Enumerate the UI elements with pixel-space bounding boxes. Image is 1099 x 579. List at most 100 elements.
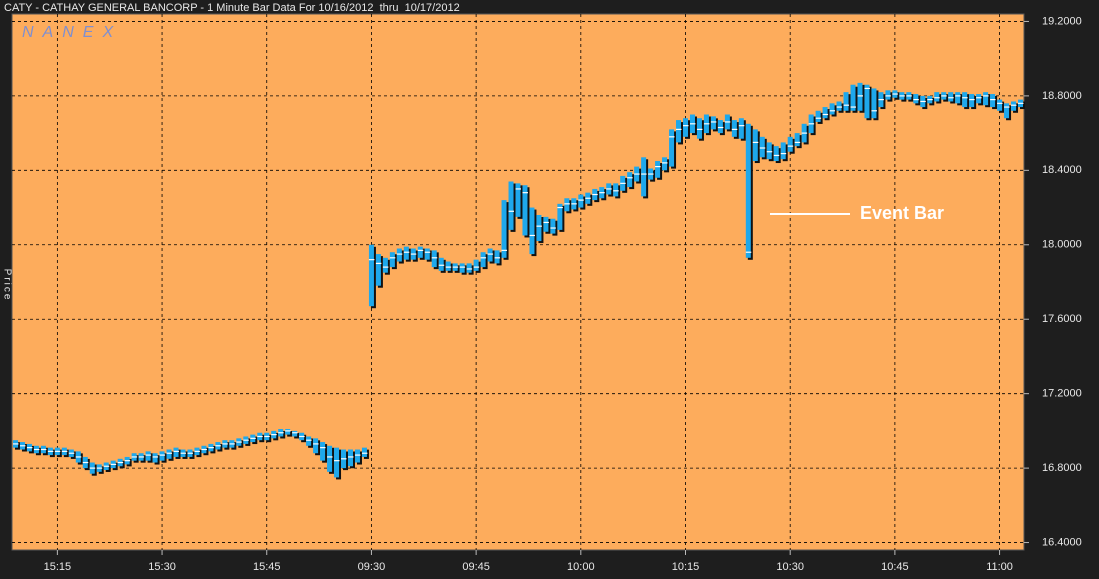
bar xyxy=(431,250,437,268)
bar xyxy=(613,183,619,197)
bar xyxy=(780,142,786,160)
bar xyxy=(501,200,507,258)
y-tick-label: 17.2000 xyxy=(1042,388,1082,400)
bar xyxy=(320,442,326,461)
bar xyxy=(347,449,353,467)
bar xyxy=(285,429,291,435)
bar xyxy=(550,218,556,234)
y-tick-label: 17.6000 xyxy=(1042,313,1082,325)
bar xyxy=(864,84,870,119)
x-tick-label: 15:45 xyxy=(253,561,281,573)
watermark: NANEX xyxy=(22,24,122,41)
bar xyxy=(480,252,486,268)
bar xyxy=(871,88,877,119)
bar xyxy=(173,447,179,457)
bar xyxy=(815,110,821,122)
bar xyxy=(382,257,388,273)
bar xyxy=(424,248,430,260)
bar xyxy=(292,430,298,437)
bar xyxy=(843,92,849,111)
bar xyxy=(731,120,737,137)
bar xyxy=(641,157,647,197)
bar xyxy=(445,261,451,271)
bar xyxy=(913,94,919,104)
bar xyxy=(361,447,367,457)
bar xyxy=(515,183,521,217)
annotation: Event Bar xyxy=(860,203,944,223)
bar xyxy=(669,129,675,167)
bar xyxy=(948,92,954,102)
x-tick-label: 10:45 xyxy=(881,561,909,573)
bar xyxy=(354,449,360,463)
bar xyxy=(487,248,493,262)
bar xyxy=(145,451,151,461)
bar xyxy=(976,94,982,104)
x-tick-label: 09:45 xyxy=(462,561,490,573)
bar xyxy=(752,129,758,162)
x-tick-label: 09:30 xyxy=(358,561,386,573)
bar xyxy=(1004,103,1010,119)
bar xyxy=(990,94,996,108)
x-tick-label: 15:30 xyxy=(148,561,176,573)
bar xyxy=(676,120,682,143)
bar xyxy=(655,161,661,178)
bar xyxy=(334,447,340,478)
bar xyxy=(403,246,409,260)
bar xyxy=(396,248,402,262)
bar xyxy=(983,92,989,106)
bar xyxy=(536,215,542,242)
bar xyxy=(710,116,716,130)
bar xyxy=(997,99,1003,111)
bar xyxy=(773,146,779,162)
bar xyxy=(787,136,793,152)
bar xyxy=(327,445,333,472)
y-tick-label: 18.4000 xyxy=(1042,164,1082,176)
bar xyxy=(822,107,828,119)
bar xyxy=(662,157,668,171)
bar xyxy=(152,453,158,463)
chart-title: CATY - CATHAY GENERAL BANCORP - 1 Minute… xyxy=(4,2,460,14)
y-tick-label: 19.2000 xyxy=(1042,15,1082,27)
x-tick-label: 11:00 xyxy=(986,561,1013,573)
bar xyxy=(627,172,633,188)
bar xyxy=(557,203,563,230)
bar xyxy=(738,118,744,139)
bar xyxy=(368,244,374,307)
bar xyxy=(850,84,856,111)
bar xyxy=(508,181,514,230)
bar xyxy=(564,198,570,212)
bar xyxy=(696,118,702,139)
y-tick-label: 16.4000 xyxy=(1042,536,1082,548)
bar xyxy=(857,82,863,111)
bar xyxy=(794,133,800,147)
bar xyxy=(962,92,968,108)
bar xyxy=(766,142,772,160)
bar xyxy=(438,257,444,271)
x-tick-label: 10:00 xyxy=(567,561,595,573)
bar xyxy=(969,94,975,108)
bar xyxy=(1011,101,1017,111)
bar xyxy=(885,90,891,100)
bar xyxy=(529,207,535,255)
bar xyxy=(955,92,961,104)
bar xyxy=(306,436,312,446)
bar xyxy=(683,118,689,137)
x-tick-label: 10:15 xyxy=(672,561,700,573)
bar xyxy=(522,185,528,236)
bar xyxy=(466,263,472,273)
bar xyxy=(934,92,940,102)
bar xyxy=(473,259,479,271)
bar xyxy=(417,246,423,258)
bar xyxy=(829,103,835,115)
bar xyxy=(459,263,465,273)
bar xyxy=(159,451,165,461)
bar xyxy=(759,136,765,158)
bar xyxy=(578,194,584,208)
bar xyxy=(494,250,500,264)
y-tick-label: 16.8000 xyxy=(1042,462,1082,474)
y-axis-label: Price xyxy=(1,269,12,302)
bar xyxy=(389,252,395,268)
bar xyxy=(836,101,842,111)
